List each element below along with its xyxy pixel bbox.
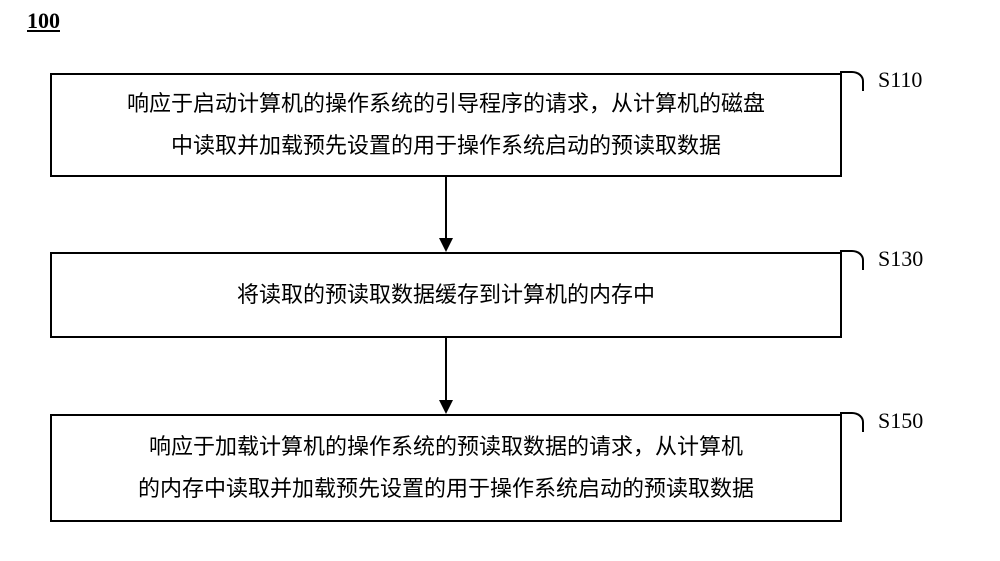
step-text-line2: 中读取并加载预先设置的用于操作系统启动的预读取数据	[127, 125, 765, 167]
connector-line	[445, 338, 447, 400]
step-label-s110: S110	[878, 67, 922, 93]
arrow-head-icon	[439, 238, 453, 252]
flow-step-s110: 响应于启动计算机的操作系统的引导程序的请求，从计算机的磁盘 中读取并加载预先设置…	[50, 73, 842, 177]
step-text-line1: 将读取的预读取数据缓存到计算机的内存中	[237, 274, 655, 316]
page-label: 100	[27, 8, 60, 34]
step-label-s150: S150	[878, 408, 923, 434]
connector-line	[445, 177, 447, 238]
callout-curve	[840, 250, 864, 270]
arrow-head-icon	[439, 400, 453, 414]
flow-step-s150: 响应于加载计算机的操作系统的预读取数据的请求，从计算机 的内存中读取并加载预先设…	[50, 414, 842, 522]
callout-curve	[840, 412, 864, 432]
step-text-line1: 响应于加载计算机的操作系统的预读取数据的请求，从计算机	[138, 426, 754, 468]
step-text-line1: 响应于启动计算机的操作系统的引导程序的请求，从计算机的磁盘	[127, 83, 765, 125]
flow-step-s130: 将读取的预读取数据缓存到计算机的内存中	[50, 252, 842, 338]
step-text-line2: 的内存中读取并加载预先设置的用于操作系统启动的预读取数据	[138, 468, 754, 510]
callout-curve	[840, 71, 864, 91]
step-label-s130: S130	[878, 246, 923, 272]
